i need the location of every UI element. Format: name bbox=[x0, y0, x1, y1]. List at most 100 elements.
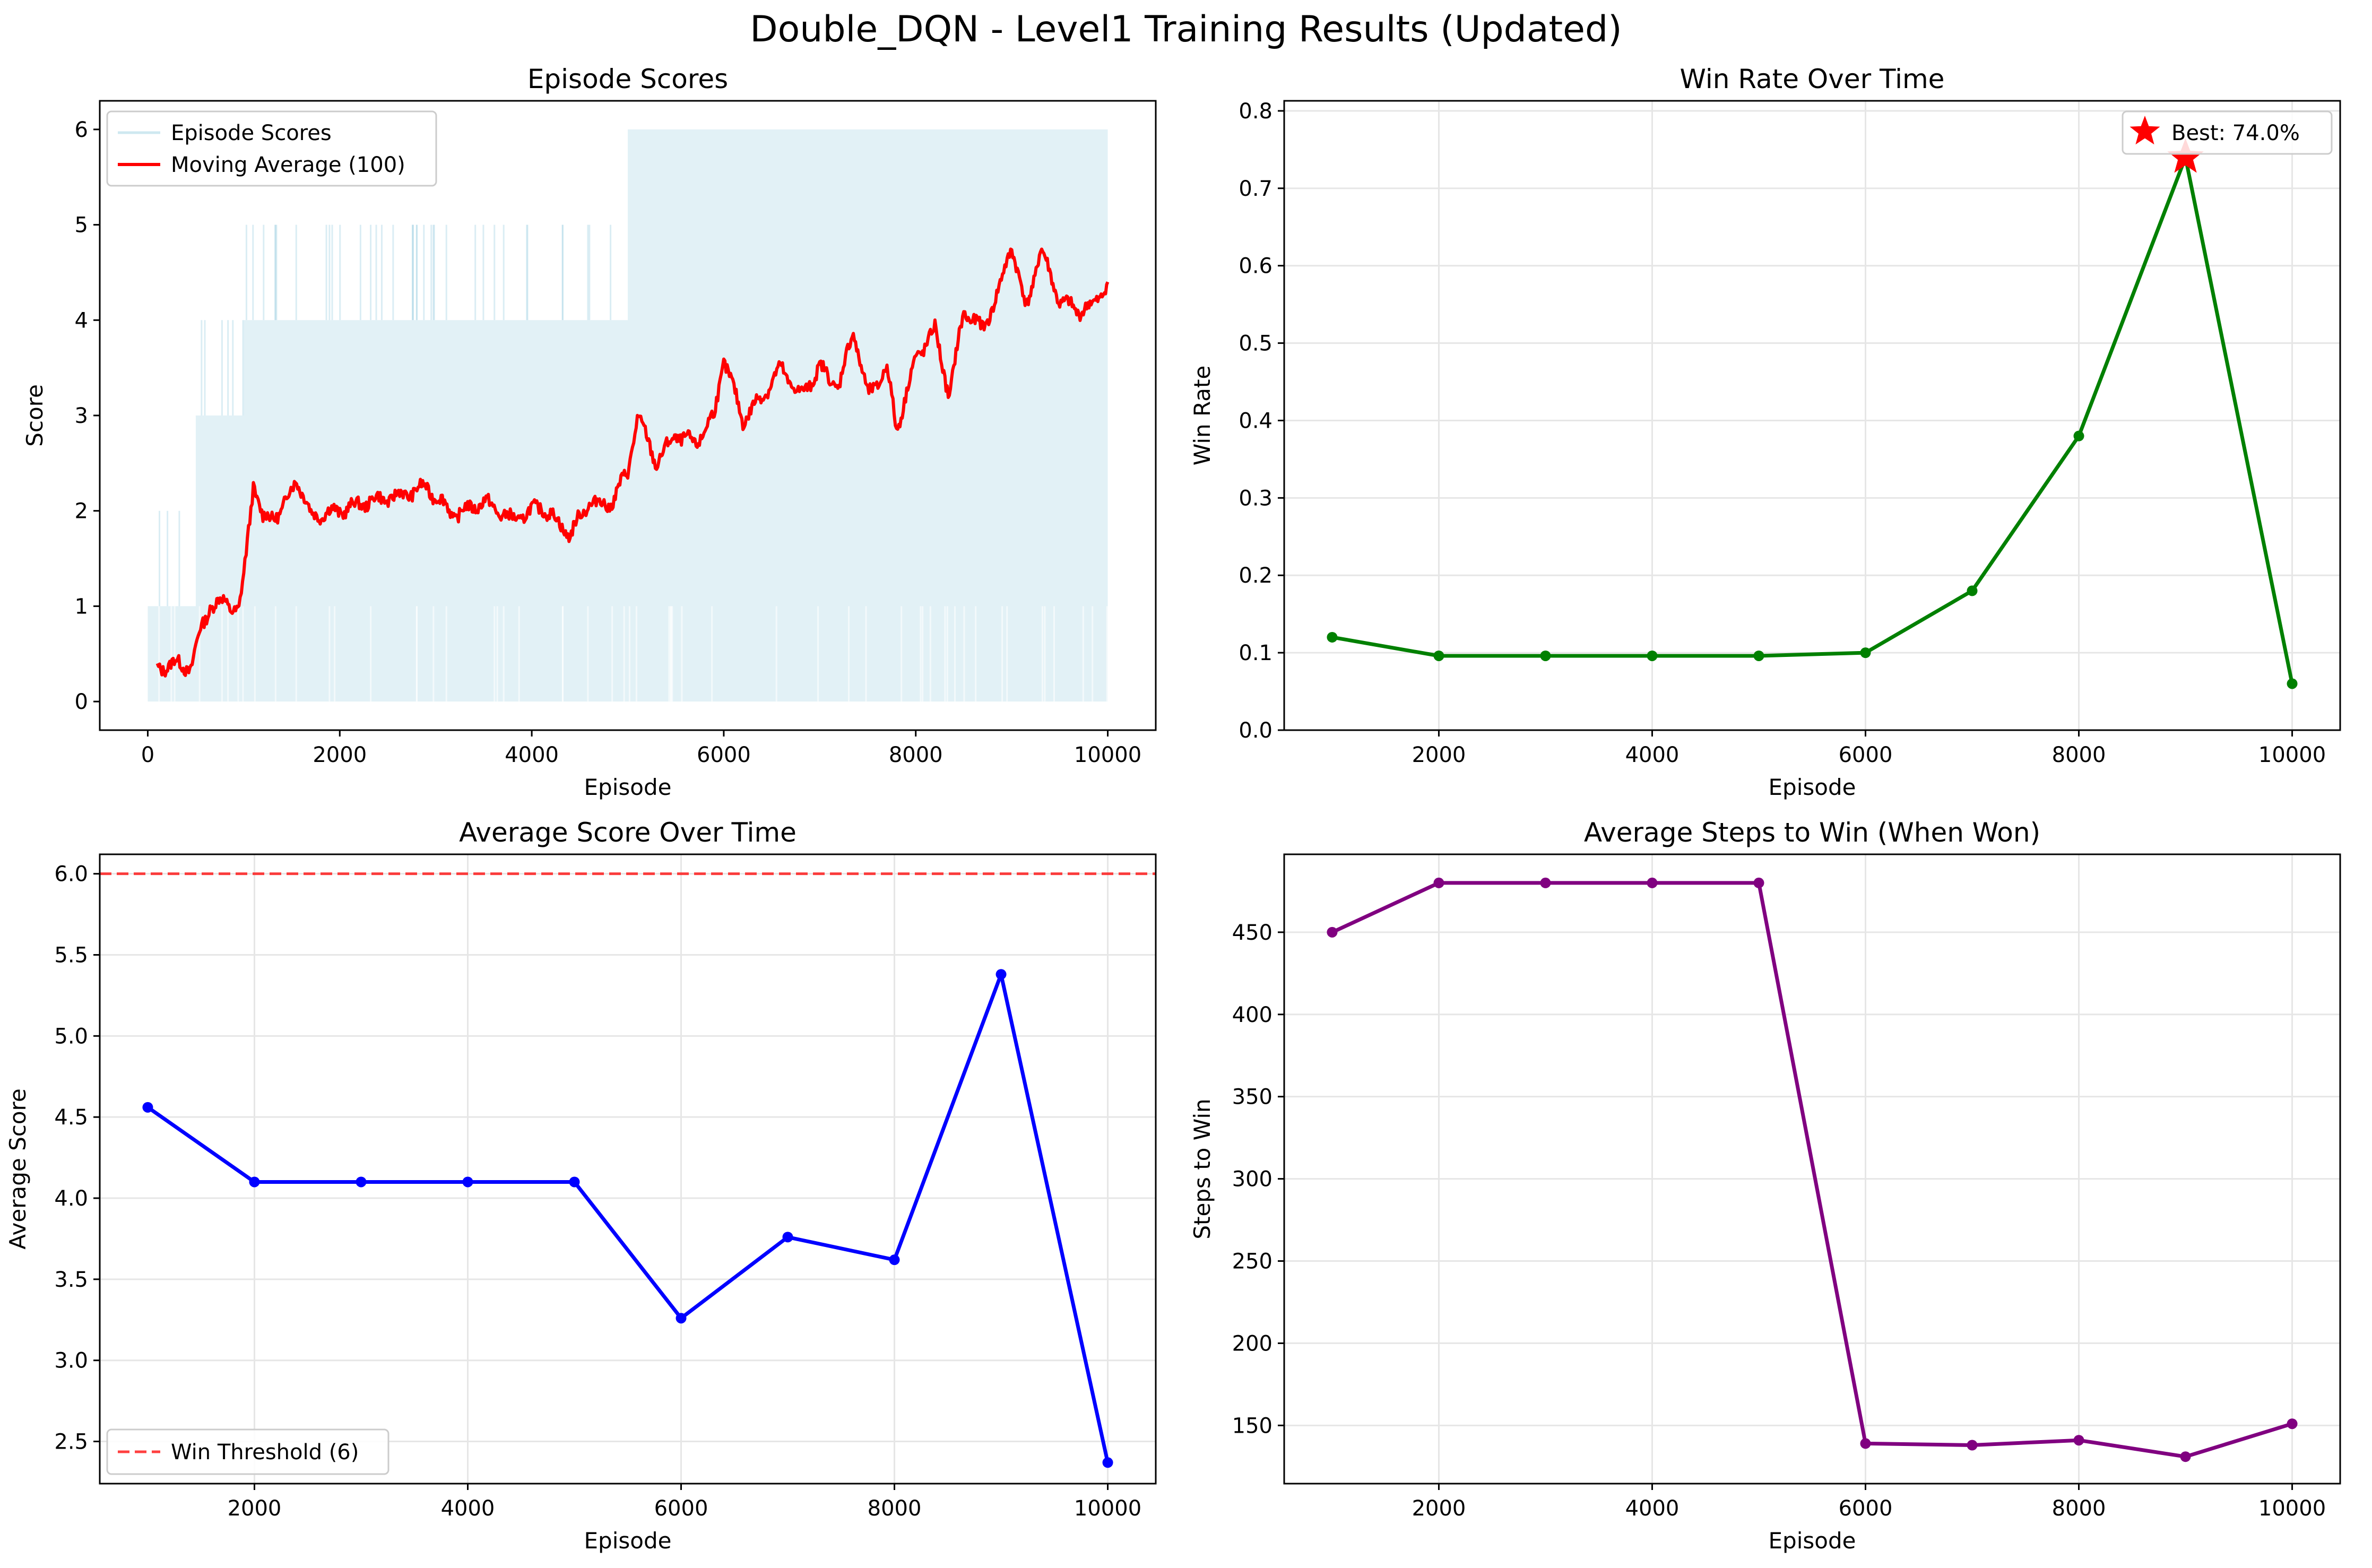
axes-frame bbox=[1283, 853, 2341, 1485]
data-point bbox=[1327, 926, 1338, 938]
x-tick-label: 8000 bbox=[2052, 1496, 2106, 1521]
series-line bbox=[1331, 155, 2294, 685]
subplot-win-rate: 2000 4000 6000 8000 10000 0.0 0.1 0.2 0.3 0.4 0.5 0… bbox=[1189, 64, 2341, 800]
x-tick-label: 10000 bbox=[2258, 743, 2326, 767]
plot-area bbox=[1331, 155, 2294, 685]
data-point bbox=[2287, 678, 2298, 689]
y-tick-label: 4.0 bbox=[54, 1186, 88, 1211]
x-tick-label: 4000 bbox=[1625, 1496, 1680, 1521]
x-axis-label: Episode bbox=[584, 1528, 672, 1554]
x-tick-label: 4000 bbox=[441, 1496, 495, 1521]
subplot-title: Episode Scores bbox=[527, 64, 728, 94]
y-tick-label: 0.5 bbox=[1239, 332, 1272, 356]
x-tick-label: 0 bbox=[141, 743, 154, 767]
figure-title: Double_DQN - Level1 Training Results (Up… bbox=[750, 8, 1622, 50]
subplot-average-score: 2000 4000 6000 8000 10000 2.5 3.0 3.5 4.0 4.5 5.0 5… bbox=[5, 817, 1157, 1554]
legend-label-threshold: Win Threshold (6) bbox=[171, 1440, 359, 1465]
data-point bbox=[1647, 877, 1658, 888]
x-tick-label: 2000 bbox=[228, 1496, 282, 1521]
x-tick-label: 2000 bbox=[1412, 743, 1466, 767]
y-tick-label: 0.4 bbox=[1239, 409, 1272, 433]
x-tick-label: 6000 bbox=[1839, 743, 1893, 767]
y-axis-label: Win Rate bbox=[1189, 366, 1215, 466]
legend-label-best: Best: 74.0% bbox=[2171, 121, 2300, 145]
x-tick-label: 6000 bbox=[697, 743, 751, 767]
data-point bbox=[1540, 650, 1551, 661]
x-tick-label: 8000 bbox=[868, 1496, 922, 1521]
y-tick-label: 150 bbox=[1232, 1414, 1272, 1438]
data-point bbox=[782, 1232, 793, 1243]
y-tick-label: 0.6 bbox=[1239, 254, 1272, 279]
data-point bbox=[1647, 650, 1658, 661]
y-tick-label: 300 bbox=[1232, 1167, 1272, 1192]
best-marker-star-icon bbox=[2167, 138, 2204, 173]
episode-score-band bbox=[628, 129, 1108, 702]
data-point bbox=[1433, 650, 1444, 661]
legend-box bbox=[106, 1428, 389, 1475]
subplot-title: Win Rate Over Time bbox=[1680, 64, 1945, 94]
data-point bbox=[142, 1102, 153, 1113]
data-point bbox=[2287, 1418, 2298, 1430]
data-point bbox=[1753, 877, 1764, 888]
y-tick-label: 400 bbox=[1232, 1003, 1272, 1027]
axes-frame bbox=[99, 853, 1157, 1485]
y-tick-label: 6 bbox=[75, 118, 88, 142]
y-tick-label: 0.0 bbox=[1239, 718, 1272, 743]
legend: Episode Scores Moving Average (100) bbox=[106, 110, 437, 187]
y-tick-label: 350 bbox=[1232, 1085, 1272, 1110]
legend-label-episode-scores: Episode Scores bbox=[171, 121, 332, 145]
y-tick-label: 6.0 bbox=[54, 862, 88, 887]
y-tick-label: 250 bbox=[1232, 1250, 1272, 1274]
x-tick-label: 6000 bbox=[1839, 1496, 1893, 1521]
plot-area bbox=[1331, 881, 2293, 1459]
series-line bbox=[1331, 881, 2293, 1459]
y-tick-label: 0.7 bbox=[1239, 177, 1272, 201]
legend-box bbox=[106, 110, 437, 187]
y-tick-label: 0.1 bbox=[1239, 641, 1272, 665]
axes-frame bbox=[1283, 100, 2341, 731]
x-tick-label: 10000 bbox=[1074, 1496, 1141, 1521]
data-point bbox=[1967, 585, 1978, 596]
plot-area bbox=[146, 972, 1110, 1463]
y-tick-label: 2.5 bbox=[54, 1430, 88, 1454]
x-tick-label: 6000 bbox=[654, 1496, 708, 1521]
y-tick-label: 5.0 bbox=[54, 1024, 88, 1049]
data-point bbox=[1433, 877, 1444, 888]
data-point bbox=[2180, 1451, 2191, 1462]
y-tick-label: 4 bbox=[75, 308, 88, 333]
data-point bbox=[249, 1176, 260, 1188]
subplot-title: Average Score Over Time bbox=[459, 817, 797, 848]
y-tick-label: 200 bbox=[1232, 1331, 1272, 1356]
data-point bbox=[2073, 1435, 2084, 1446]
data-point bbox=[569, 1176, 580, 1188]
x-tick-label: 10000 bbox=[2258, 1496, 2326, 1521]
y-axis-label: Steps to Win bbox=[1189, 1098, 1215, 1239]
y-tick-label: 2 bbox=[75, 499, 88, 524]
y-tick-label: 5 bbox=[75, 213, 88, 238]
x-tick-label: 4000 bbox=[505, 743, 559, 767]
y-tick-label: 450 bbox=[1232, 921, 1272, 945]
x-tick-label: 2000 bbox=[313, 743, 367, 767]
series-line bbox=[146, 972, 1110, 1463]
x-axis-label: Episode bbox=[1769, 1528, 1856, 1554]
data-point bbox=[1327, 631, 1338, 643]
x-axis-label: Episode bbox=[584, 774, 672, 800]
episode-score-band bbox=[244, 320, 628, 702]
legend-star-icon bbox=[2129, 116, 2160, 145]
subplot-episode-scores: 0 2000 4000 6000 8000 10000 0 1 2 3 4 5 6 Episode Sco… bbox=[22, 64, 1157, 800]
x-tick-label: 10000 bbox=[1074, 743, 1141, 767]
data-point bbox=[1102, 1457, 1113, 1468]
y-tick-label: 5.5 bbox=[54, 943, 88, 968]
legend-label-moving-average: Moving Average (100) bbox=[171, 153, 405, 177]
data-point bbox=[1860, 647, 1871, 659]
moving-average-line bbox=[155, 247, 1110, 678]
x-tick-label: 8000 bbox=[2052, 743, 2106, 767]
data-point bbox=[462, 1176, 473, 1188]
data-point bbox=[1753, 650, 1764, 661]
data-point bbox=[2073, 430, 2084, 441]
y-tick-label: 0.8 bbox=[1239, 99, 1272, 124]
y-tick-label: 1 bbox=[75, 594, 88, 619]
subplot-average-steps: 2000 4000 6000 8000 10000 150 200 250 300 350 400 4… bbox=[1189, 817, 2341, 1554]
episode-score-band bbox=[195, 415, 244, 702]
